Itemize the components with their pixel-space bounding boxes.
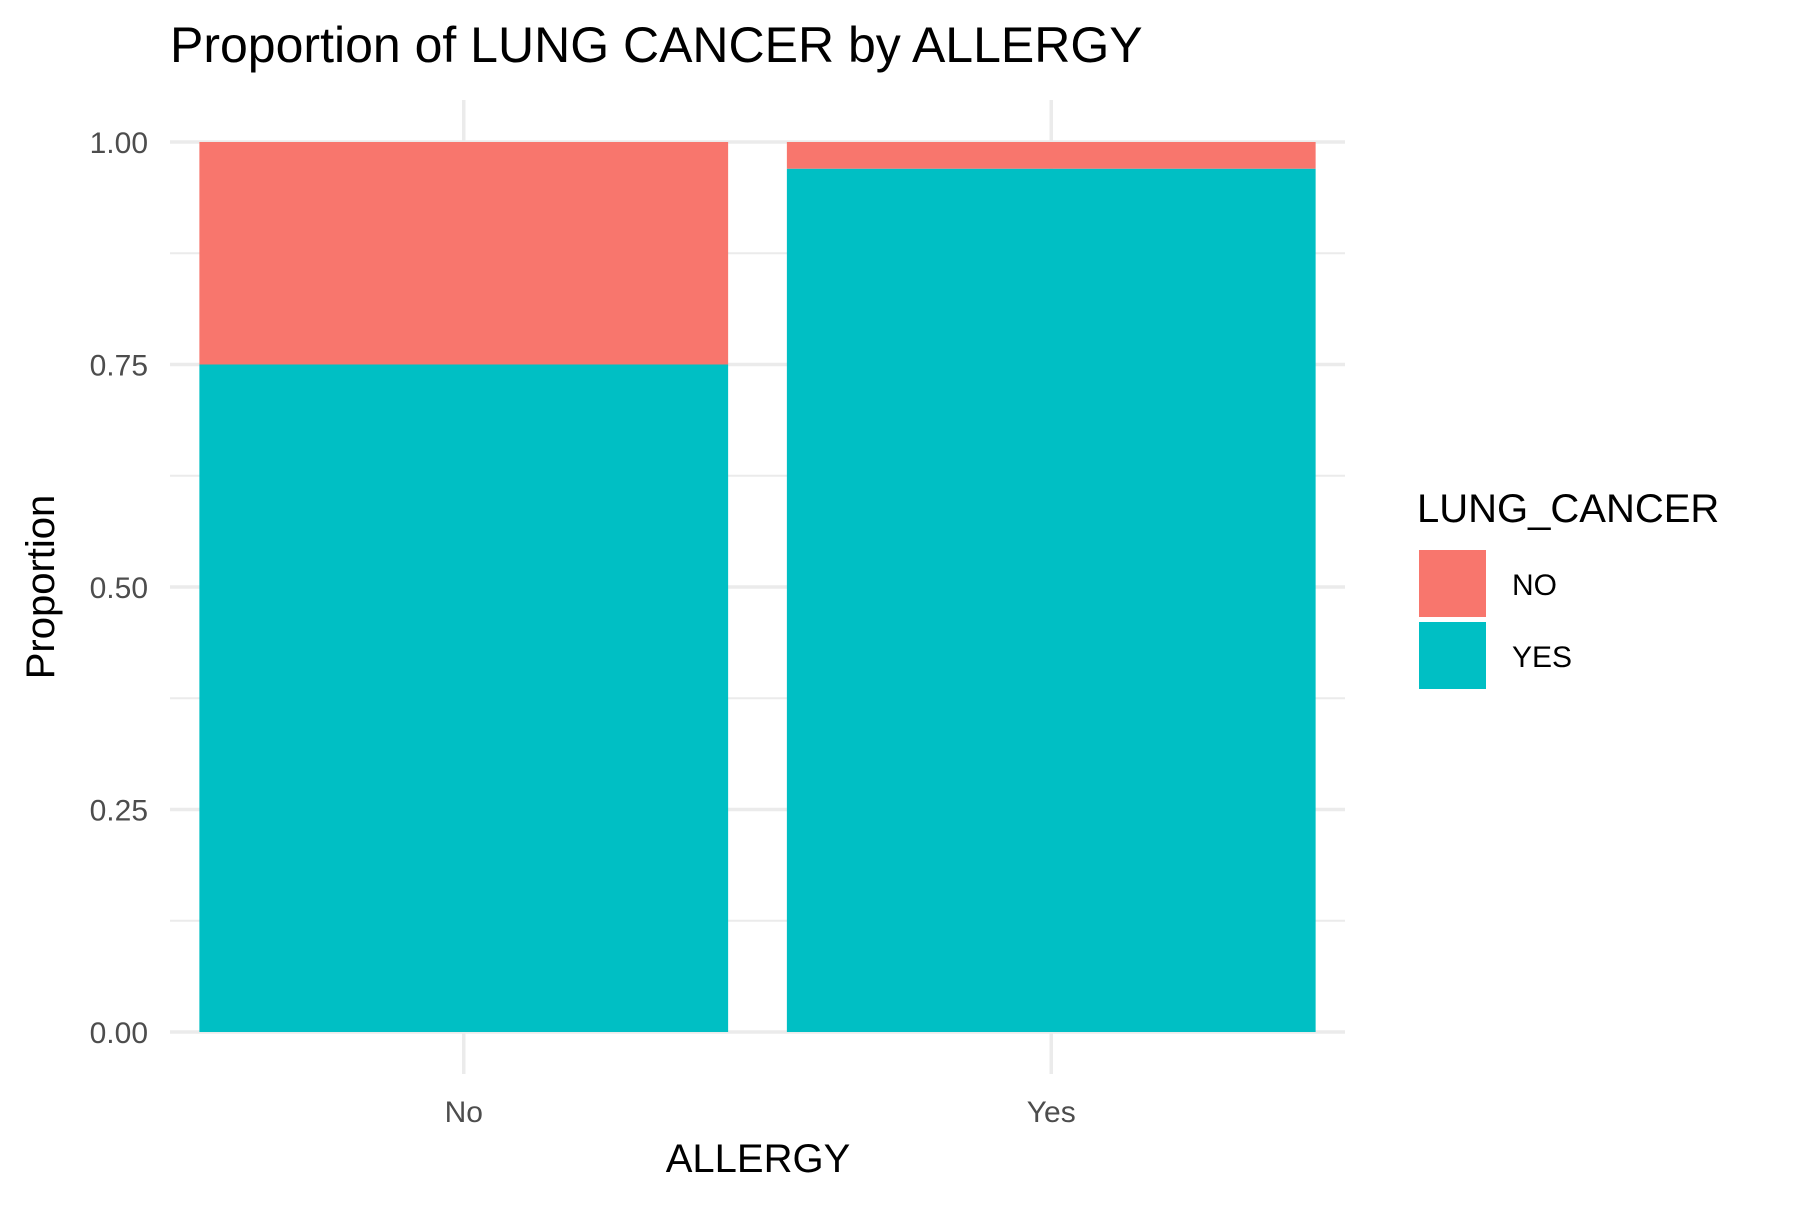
legend: LUNG_CANCER NO YES xyxy=(1417,487,1719,689)
y-axis-ticks: 0.00 0.25 0.50 0.75 1.00 xyxy=(90,127,148,1050)
legend-title: LUNG_CANCER xyxy=(1417,487,1719,531)
x-axis-title: ALLERGY xyxy=(666,1137,851,1181)
x-axis-ticks: No Yes xyxy=(445,1096,1076,1129)
legend-swatch-yes xyxy=(1419,622,1486,689)
y-tick-label: 1.00 xyxy=(90,127,148,160)
y-tick-label: 0.00 xyxy=(90,1017,148,1050)
y-axis-title: Proportion xyxy=(19,495,63,680)
bars xyxy=(199,142,1316,1032)
bar-no-no xyxy=(199,142,729,365)
y-tick-label: 0.25 xyxy=(90,795,148,828)
x-tick-label: Yes xyxy=(1027,1096,1076,1129)
bar-yes-no xyxy=(199,364,729,1032)
bar-no-yes xyxy=(786,142,1316,169)
y-tick-label: 0.75 xyxy=(90,350,148,383)
bar-yes-yes xyxy=(786,168,1316,1032)
legend-label-yes: YES xyxy=(1512,641,1572,674)
legend-swatch-no xyxy=(1419,550,1486,617)
y-tick-label: 0.50 xyxy=(90,572,148,605)
x-tick-label: No xyxy=(445,1096,483,1129)
chart-title: Proportion of LUNG CANCER by ALLERGY xyxy=(170,17,1143,73)
legend-items: NO YES xyxy=(1419,550,1572,689)
legend-label-no: NO xyxy=(1512,569,1557,602)
